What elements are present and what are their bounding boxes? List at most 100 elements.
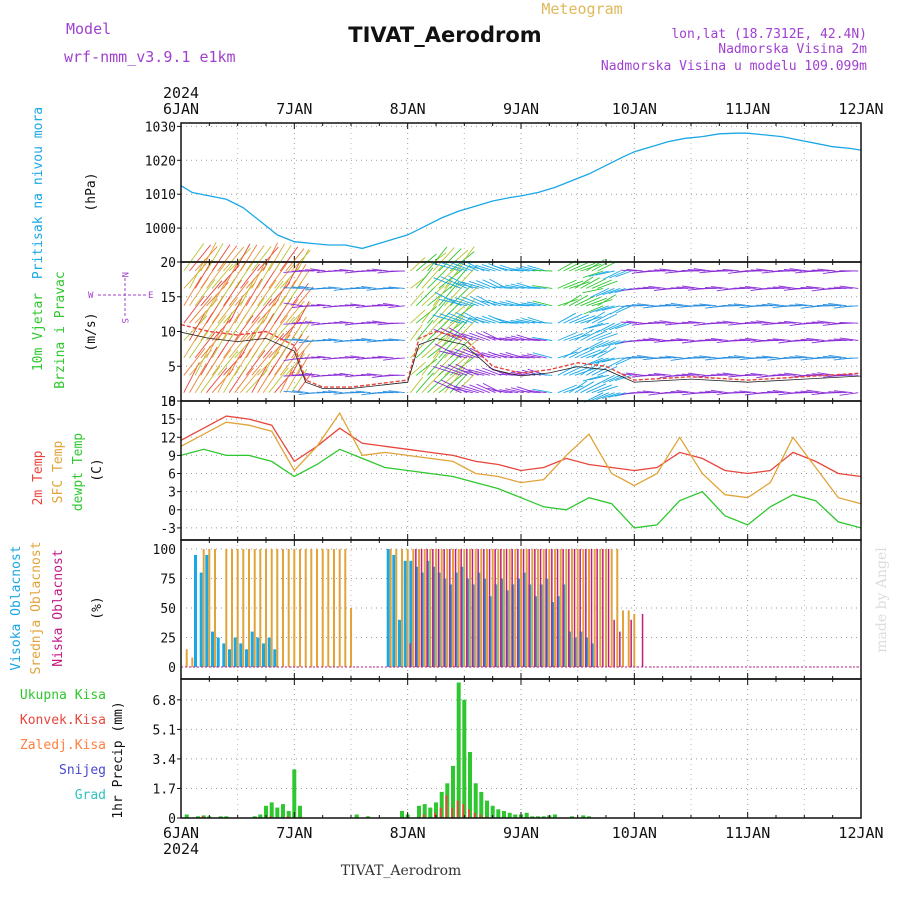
cloud-bar-high_cloud [398,620,401,667]
legend-conv-precip: Konvek.Kisa [20,713,106,728]
cloud-bar-mid_cloud [509,549,511,667]
cloud-bar-high_cloud [262,643,265,667]
cloud-bar-low_cloud [523,549,525,667]
cloud-bar-high_cloud [200,573,203,667]
top-time-label: 10JAN [612,100,657,118]
cloud-bar-low_cloud [585,549,587,667]
cloud-bar-high_cloud [392,555,395,667]
cloud-bar-mid_cloud [305,549,307,667]
top-time-label: 6JAN [163,100,199,118]
cloud-bar-mid_cloud [429,549,431,667]
compass-n: N [119,272,129,277]
wind-arrow [840,393,859,396]
cloud-bar-mid_cloud [565,549,567,667]
temp-unit: (C) [90,458,105,481]
wind-arrow [297,249,309,271]
bottom-time-label: 7JAN [276,824,312,842]
precip-bar-conv_precip [457,801,459,818]
cloud-bar-mid_cloud [254,549,256,667]
wind-arrow [388,306,404,308]
cloud-bar-low_cloud [494,549,496,667]
cloud-bar-mid_cloud [469,549,471,667]
cloud-bar-high_cloud [387,549,390,667]
low-cloud-ylabel: Niska Oblacnost [51,549,66,666]
bottom-time-label: 10JAN [612,824,657,842]
cloud-ytick-label: 75 [160,573,176,588]
wind-arrow [583,375,603,381]
wind-unit: (m/s) [84,312,99,351]
compass-e: E [148,291,153,301]
precip-bar-total_precip [428,808,432,818]
station-title: TIVAT_Aerodrom [348,23,541,47]
cloud-bar-low_cloud [574,549,576,667]
cloud-bar-mid_cloud [616,549,618,667]
cloud-bar-mid_cloud [514,549,516,667]
wind-arrow [589,375,609,380]
cloud-bar-mid_cloud [322,549,324,667]
cloud-bar-mid_cloud [486,549,488,667]
wind-arrow [411,291,424,306]
precip-ytick-label: 6.8 [153,694,176,709]
precip-bar-conv_precip [474,813,476,818]
cloud-bar-high_cloud [217,638,220,668]
cloud-bar-low_cloud [596,549,598,667]
cloud-bar-mid_cloud [633,614,635,667]
cloud-bar-low_cloud [545,549,547,667]
bottom-time-label: 12JAN [838,824,883,842]
precip-ylabel-unit: (mm) [111,701,126,732]
cloud-bar-mid_cloud [407,549,409,667]
cloud-bar-mid_cloud [446,549,448,667]
temperature-ytick-label: -3 [160,522,176,537]
top-time-label: 9JAN [503,100,539,118]
cloud-bar-low_cloud [466,549,468,667]
precip-ytick-label: 1.7 [153,782,176,797]
cloud-bar-high_cloud [234,638,237,668]
cloud-bar-high_cloud [245,649,248,667]
cloud-bar-low_cloud [613,620,615,667]
cloud-bar-mid_cloud [520,549,522,667]
cloud-bar-low_cloud [449,549,451,667]
cloud-bar-low_cloud [455,549,457,667]
compass-s: S [119,318,129,323]
pressure-ytick-label: 1020 [145,154,176,169]
cloud-bar-mid_cloud [237,549,239,667]
cloud-bar-mid_cloud [475,549,477,667]
cloud-bar-mid_cloud [344,549,346,667]
cloud-bar-low_cloud [528,549,530,667]
wind-arrow [411,377,423,393]
cloud-bar-mid_cloud [605,549,607,667]
high-cloud-ylabel: Visoka Oblacnost [9,545,24,670]
precip-bar-total_precip [275,808,279,818]
cloud-bar-low_cloud [619,632,621,667]
elevation-label: Nadmorska Visina 2m [718,42,867,57]
precip-bar-conv_precip [451,808,453,818]
cloud-bar-mid_cloud [611,549,613,667]
cloud-bar-mid_cloud [282,549,284,667]
precip-bar-conv_precip [440,808,442,818]
cloud-bar-high_cloud [222,643,225,667]
temperature-ytick-label: 9 [168,449,176,464]
temperature-ytick-label: 18 [160,395,176,410]
cloud-ytick-label: 25 [160,632,176,647]
temperature-ytick-label: 0 [168,504,176,519]
wind-arrow [583,323,603,329]
dewpt-ylabel: dewpt Temp [71,433,86,511]
precip-bar-conv_precip [468,809,470,818]
cloud-bar-mid_cloud [316,549,318,667]
wind-arrow [589,271,609,276]
cloud-bar-mid_cloud [622,610,624,667]
precip-ytick-label: 3.4 [153,753,177,768]
cloud-bar-mid_cloud [191,658,193,667]
cloud-bar-mid_cloud [594,549,596,667]
cloud-bar-mid_cloud [452,549,454,667]
cloud-bar-high_cloud [256,638,259,668]
cloud-unit: (%) [90,596,105,619]
precip-bar-total_precip [485,801,489,818]
mid-cloud-ylabel: Srednja Oblacnost [29,541,44,674]
cloud-bar-mid_cloud [327,549,329,667]
wind-ytick-label: 5 [168,360,176,375]
cloud-bar-mid_cloud [350,608,352,667]
cloud-bar-mid_cloud [588,549,590,667]
